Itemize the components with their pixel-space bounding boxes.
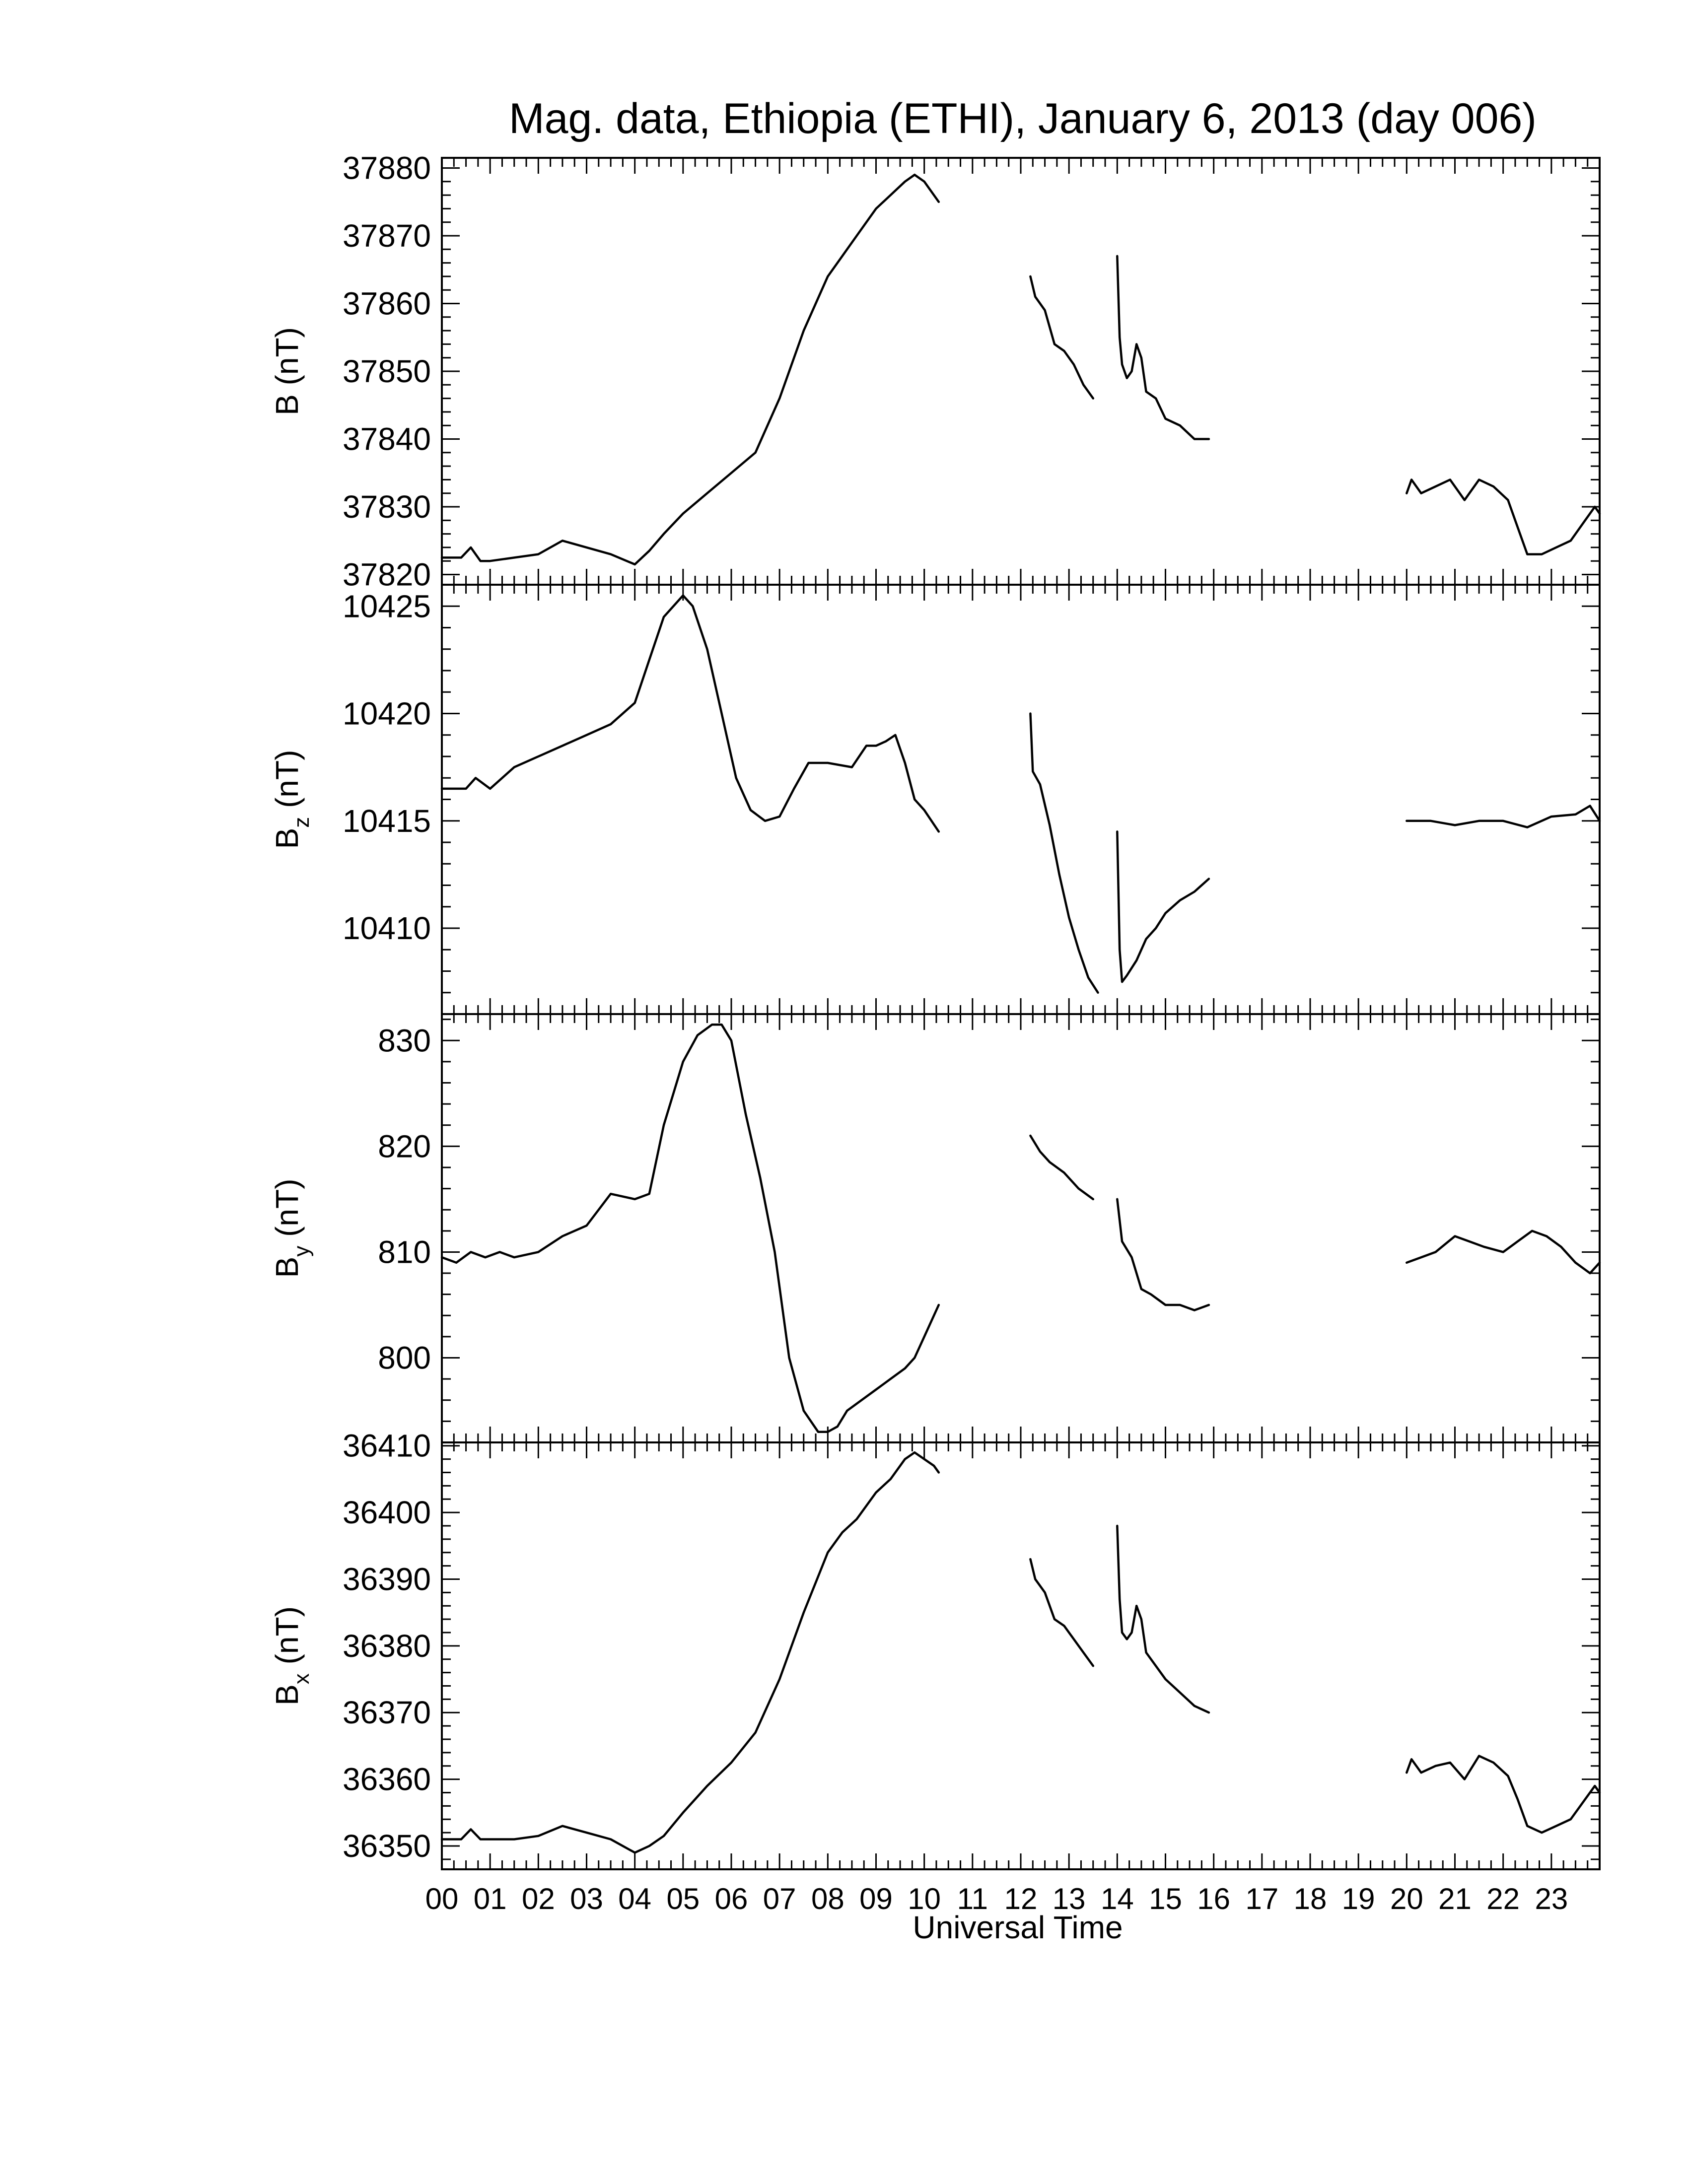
series-line-segment xyxy=(1029,1134,1095,1201)
plot-frame xyxy=(441,157,1601,586)
y-tick-label: 36360 xyxy=(343,1762,431,1797)
x-tick-label: 00 xyxy=(425,1882,459,1915)
series-line-segment xyxy=(1406,805,1601,828)
panel-2: 10410 10415 10420 10425 Bz (nT) xyxy=(269,584,1601,1015)
x-tick-label: 14 xyxy=(1101,1882,1134,1915)
plot-frame xyxy=(441,1441,1601,1870)
y-axis-label: Bx (nT) xyxy=(269,1606,314,1706)
y-tick-label: 37850 xyxy=(343,353,431,389)
y-tick-label: 37840 xyxy=(343,421,431,457)
series-line-segment xyxy=(1029,1558,1095,1667)
x-tick-label: 20 xyxy=(1390,1882,1423,1915)
x-tick-label: 22 xyxy=(1486,1882,1520,1915)
series-line-segment xyxy=(1029,275,1095,400)
y-tick-label: 820 xyxy=(378,1128,431,1164)
x-tick-label: 17 xyxy=(1245,1882,1278,1915)
y-tick-label: 830 xyxy=(378,1023,431,1058)
y-tick-label: 36390 xyxy=(343,1561,431,1597)
y-tick-label: 800 xyxy=(378,1340,431,1376)
y-tick-label: 36410 xyxy=(343,1428,431,1464)
y-axis-label: B (nT) xyxy=(269,327,305,415)
x-tick-label: 18 xyxy=(1294,1882,1327,1915)
y-tick-label: 810 xyxy=(378,1234,431,1270)
y-tick-label: 36350 xyxy=(343,1828,431,1864)
y-tick-label: 37880 xyxy=(343,150,431,186)
series-line-segment xyxy=(1116,1198,1210,1311)
x-tick-label: 19 xyxy=(1342,1882,1375,1915)
x-tick-label: 03 xyxy=(570,1882,603,1915)
x-tick-label: 01 xyxy=(474,1882,507,1915)
x-tick-label: 16 xyxy=(1197,1882,1230,1915)
y-tick-label: 36380 xyxy=(343,1628,431,1664)
x-tick-label: 04 xyxy=(618,1882,651,1915)
series-line-segment xyxy=(440,1024,940,1433)
y-tick-label: 10420 xyxy=(343,696,431,732)
series-line-segment xyxy=(1406,478,1601,555)
y-tick-label: 37860 xyxy=(343,285,431,321)
x-tick-labels: 00 01 02 03 04 05 06 07 08 09 10 11 12 13 14 15 16 17 18 19… xyxy=(425,1882,1568,1915)
x-tick-label: 12 xyxy=(1004,1882,1038,1915)
series-line-segment xyxy=(1116,1524,1210,1714)
panel-3: 800 810 820 830 By (nT) xyxy=(269,1013,1601,1443)
plot-frame xyxy=(441,584,1601,1015)
x-tick-label: 21 xyxy=(1438,1882,1472,1915)
x-tick-label: 11 xyxy=(957,1882,988,1915)
panel-4: 36350 36360 36370 36380 36390 36400 36410 Bx (n… xyxy=(269,1428,1601,1870)
series-line-segment xyxy=(440,594,940,833)
y-tick-label: 36370 xyxy=(343,1695,431,1730)
series-line-segment xyxy=(1116,830,1210,983)
series-line-segment xyxy=(1406,1755,1601,1834)
panel-1: 37820 37830 37840 37850 37860 37870 37880 B (nT… xyxy=(269,150,1601,593)
y-tick-label: 10415 xyxy=(343,803,431,839)
x-tick-label: 02 xyxy=(522,1882,555,1915)
chart-title: Mag. data, Ethiopia (ETHI), January 6, 2… xyxy=(509,95,1537,142)
y-tick-label: 37830 xyxy=(343,489,431,525)
x-tick-label: 09 xyxy=(859,1882,893,1915)
x-tick-label: 13 xyxy=(1053,1882,1086,1915)
y-tick-label: 37870 xyxy=(343,218,431,254)
x-tick-label: 06 xyxy=(715,1882,748,1915)
y-tick-label: 36400 xyxy=(343,1495,431,1530)
x-tick-label: 23 xyxy=(1535,1882,1568,1915)
y-axis-label: By (nT) xyxy=(269,1179,314,1278)
x-tick-label: 05 xyxy=(666,1882,700,1915)
series-line-segment xyxy=(440,173,940,566)
plot-frame xyxy=(441,1013,1601,1443)
x-tick-label: 10 xyxy=(908,1882,941,1915)
series-line-segment xyxy=(440,1451,940,1854)
y-tick-label: 10425 xyxy=(343,588,431,624)
panels-group: 37820 37830 37840 37850 37860 37870 37880 B (nT… xyxy=(269,150,1601,1870)
y-tick-label: 10410 xyxy=(343,910,431,946)
x-tick-label: 07 xyxy=(763,1882,796,1915)
x-tick-label: 08 xyxy=(811,1882,844,1915)
series-line-segment xyxy=(1406,1229,1601,1275)
series-line-segment xyxy=(1116,255,1210,440)
y-axis-label: Bz (nT) xyxy=(269,750,314,849)
y-tick-label: 37820 xyxy=(343,557,431,593)
x-tick-label: 15 xyxy=(1149,1882,1182,1915)
series-line-segment xyxy=(1029,712,1099,994)
x-axis-label: Universal Time xyxy=(913,1910,1123,1945)
